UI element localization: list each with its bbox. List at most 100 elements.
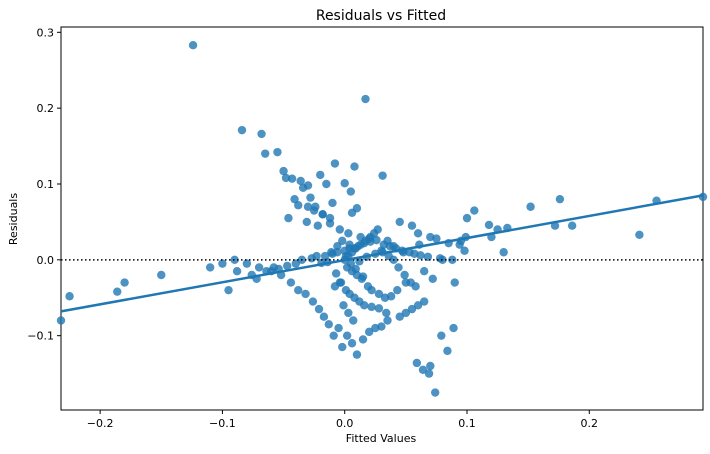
data-point [257, 129, 266, 139]
data-point [346, 259, 356, 268]
data-point [261, 149, 270, 158]
data-point [344, 229, 353, 238]
data-point [113, 287, 122, 296]
data-point [426, 361, 435, 371]
data-point [302, 217, 311, 227]
data-point [334, 323, 343, 333]
data-point [301, 289, 310, 299]
y-tick-label: 0.3 [37, 26, 55, 39]
y-tick-label: 0.2 [37, 102, 55, 115]
data-point [298, 183, 308, 192]
data-point [330, 159, 340, 168]
data-point [364, 327, 374, 337]
y-axis-ticks: −0.1 0.0 0.1 0.2 0.3 [27, 26, 61, 343]
x-tick-label: −0.2 [87, 417, 114, 430]
data-point [394, 263, 403, 272]
data-point [316, 170, 325, 180]
data-point [294, 201, 303, 210]
y-tick-label: 0.0 [37, 254, 55, 267]
data-point [407, 221, 417, 230]
y-axis-label: Residuals [7, 193, 20, 245]
data-point [330, 282, 340, 291]
data-point [378, 171, 387, 180]
data-point [428, 274, 437, 283]
data-point [120, 278, 129, 287]
data-point [358, 272, 368, 281]
data-point [413, 301, 423, 310]
data-point [435, 254, 445, 263]
x-tick-label: 0.1 [458, 417, 476, 430]
data-point [286, 278, 296, 287]
data-point [56, 316, 66, 325]
data-point [339, 301, 348, 310]
data-point [230, 255, 239, 265]
data-point [426, 232, 435, 242]
data-point [237, 125, 247, 135]
data-point [344, 308, 353, 318]
plot-frame [60, 26, 704, 411]
data-point [635, 230, 644, 240]
data-point [430, 388, 440, 397]
data-point [324, 320, 334, 329]
x-tick-label: 0.2 [581, 417, 599, 430]
data-point [555, 194, 565, 204]
data-point [416, 251, 425, 260]
data-point [218, 259, 227, 268]
data-point [308, 297, 318, 306]
data-point [419, 297, 429, 306]
data-point [383, 316, 392, 325]
data-point [333, 248, 342, 257]
data-point [412, 358, 422, 368]
trend-line [60, 194, 704, 313]
scatter-points [56, 41, 708, 397]
data-point [361, 94, 370, 104]
data-point [279, 166, 288, 176]
data-point [382, 308, 391, 318]
data-point [526, 202, 535, 211]
data-point [273, 147, 282, 157]
data-point [393, 285, 402, 295]
data-point [335, 225, 345, 234]
data-point [395, 217, 404, 227]
data-point [400, 270, 409, 280]
data-point [358, 335, 368, 344]
data-point [455, 240, 464, 249]
data-point [290, 194, 299, 204]
x-axis-label: Fitted Values [346, 432, 417, 445]
data-point [395, 312, 404, 321]
data-point [437, 331, 446, 340]
data-point [157, 270, 166, 280]
data-point [448, 255, 457, 265]
data-point [350, 162, 359, 171]
data-point [188, 41, 198, 50]
data-point [413, 229, 423, 238]
data-point [418, 365, 428, 375]
data-point [386, 292, 396, 301]
data-point [313, 221, 322, 230]
data-point [283, 261, 292, 271]
data-point [294, 285, 303, 295]
data-point [242, 259, 252, 268]
data-point [443, 346, 452, 356]
chart-title: Residuals vs Fitted [316, 8, 446, 24]
data-point [303, 202, 313, 211]
y-tick-label: −0.1 [27, 330, 54, 343]
data-point [309, 206, 319, 215]
x-axis-ticks: −0.2 −0.1 0.0 0.1 0.2 [87, 410, 598, 430]
data-point [374, 289, 384, 299]
data-point [347, 208, 357, 218]
data-point [499, 248, 508, 257]
data-point [450, 278, 459, 287]
data-point [449, 323, 458, 333]
data-point [314, 304, 324, 314]
data-point [329, 331, 338, 340]
data-point [367, 302, 376, 312]
data-point [291, 259, 300, 268]
data-point [349, 316, 358, 325]
data-point [346, 187, 356, 196]
data-point [322, 179, 331, 189]
data-point [224, 285, 233, 295]
data-point [424, 369, 434, 378]
x-tick-label: 0.0 [336, 417, 354, 430]
data-point [373, 225, 382, 234]
